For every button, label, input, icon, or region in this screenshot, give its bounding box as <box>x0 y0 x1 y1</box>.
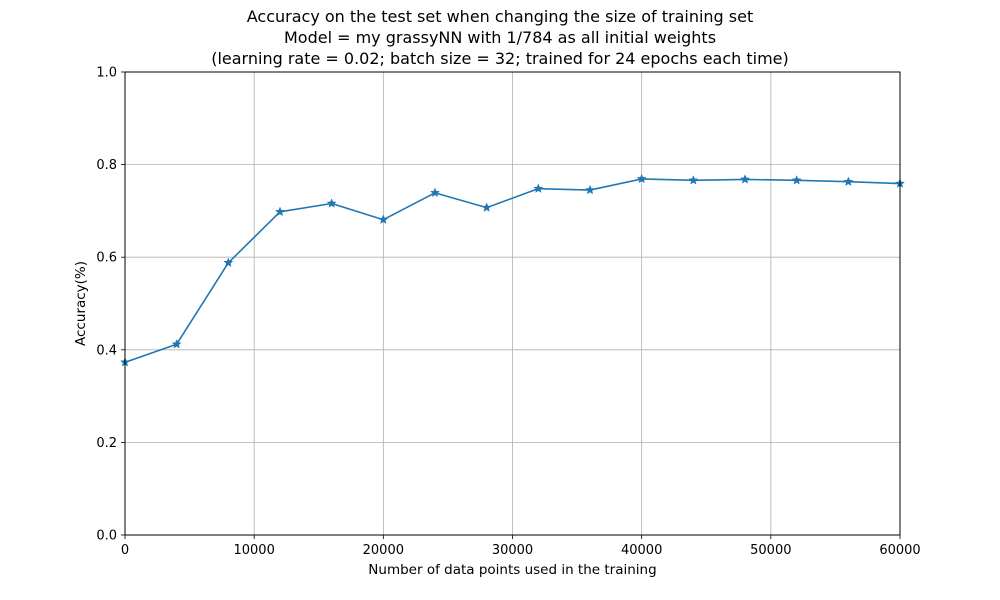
data-point-marker <box>739 174 751 184</box>
chart-title-line-1: Accuracy on the test set when changing t… <box>246 7 754 26</box>
y-axis-label: Accuracy(%) <box>73 261 89 346</box>
data-point-marker <box>636 173 647 184</box>
data-point-marker <box>223 257 234 268</box>
chart-title-line-3: (learning rate = 0.02; batch size = 32; … <box>211 49 789 68</box>
y-tick-label: 0.0 <box>96 529 117 544</box>
data-point-marker <box>843 176 854 187</box>
y-tick-label: 1.0 <box>96 66 117 81</box>
data-point-marker <box>791 175 802 185</box>
y-tick-label: 0.6 <box>96 251 117 266</box>
data-point-marker <box>326 198 337 208</box>
x-tick-label: 10000 <box>233 543 274 558</box>
data-point-marker <box>378 214 389 224</box>
data-point-marker <box>481 202 492 212</box>
y-tick-label: 0.4 <box>96 343 117 358</box>
data-point-marker <box>171 338 182 349</box>
x-tick-label: 40000 <box>621 543 662 558</box>
data-point-marker <box>274 206 286 217</box>
axis-ticks: 0 10000 20000 30000 40000 50000 60000 0.0 0.2 0.4… <box>96 66 920 559</box>
x-tick-label: 50000 <box>750 543 791 558</box>
x-tick-label: 0 <box>121 543 129 558</box>
x-tick-label: 20000 <box>363 543 404 558</box>
data-point-marker <box>584 184 596 195</box>
series-accuracy <box>119 173 906 367</box>
chart-title-line-2: Model = my grassyNN with 1/784 as all in… <box>283 28 717 47</box>
data-point-marker <box>533 183 544 193</box>
data-point-marker <box>688 175 699 185</box>
grid-lines <box>124 71 901 536</box>
data-point-marker <box>429 187 441 198</box>
series-line <box>124 178 901 364</box>
y-tick-label: 0.8 <box>96 158 117 173</box>
x-tick-label: 30000 <box>492 543 533 558</box>
x-axis-label: Number of data points used in the traini… <box>368 562 656 578</box>
x-tick-label: 60000 <box>879 543 920 558</box>
y-tick-label: 0.2 <box>96 436 117 451</box>
